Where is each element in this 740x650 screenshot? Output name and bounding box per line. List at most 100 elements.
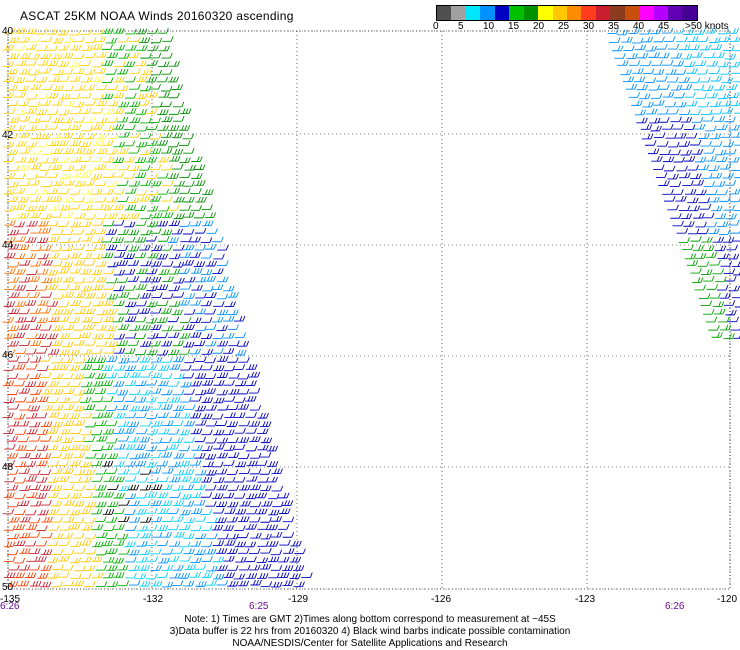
wind-barb	[30, 148, 42, 155]
wind-barb	[195, 581, 207, 587]
wind-barb	[215, 548, 228, 554]
wind-barb	[40, 36, 53, 42]
wind-barb	[692, 179, 704, 186]
wind-barb	[213, 380, 225, 386]
legend-swatch	[653, 6, 668, 20]
wind-barb	[705, 221, 718, 228]
wind-barb	[7, 403, 20, 410]
wind-barb	[651, 156, 663, 162]
wind-barb	[257, 476, 269, 483]
wind-barb	[48, 140, 60, 146]
wind-barb	[102, 572, 115, 579]
wind-barb	[69, 477, 82, 483]
wind-barb	[173, 405, 185, 411]
wind-barb	[129, 68, 141, 74]
wind-barb	[29, 212, 42, 219]
wind-barb	[14, 268, 26, 275]
wind-barb	[106, 548, 118, 554]
wind-barb	[125, 572, 137, 579]
wind-barb	[194, 180, 206, 186]
wind-barb	[37, 365, 49, 371]
wind-barb	[73, 500, 85, 507]
wind-barb	[675, 195, 687, 202]
wind-barb	[91, 460, 103, 467]
wind-barb	[658, 52, 670, 59]
wind-barb	[171, 580, 184, 586]
wind-barb	[234, 412, 246, 418]
wind-barb	[734, 306, 740, 308]
wind-barb	[91, 556, 103, 562]
wind-barb	[696, 68, 709, 75]
wind-barb	[201, 364, 213, 371]
wind-barb	[101, 204, 114, 211]
wind-barb	[57, 61, 70, 67]
wind-barb	[134, 252, 147, 259]
wind-barb	[85, 421, 97, 428]
wind-barb	[116, 533, 129, 540]
wind-barb	[91, 107, 104, 114]
wind-barb	[14, 91, 26, 98]
wind-barb	[169, 476, 181, 483]
wind-barb	[710, 141, 723, 147]
wind-barb	[39, 116, 52, 122]
wind-barb	[703, 275, 715, 282]
wind-barb	[720, 132, 732, 138]
wind-barb	[61, 357, 74, 364]
wind-barb	[183, 388, 195, 395]
wind-barb	[140, 229, 152, 236]
wind-barb	[81, 125, 93, 132]
wind-barb	[238, 453, 250, 460]
wind-barb	[169, 364, 181, 370]
wind-barb	[723, 333, 735, 339]
wind-barb	[246, 460, 258, 467]
wind-barb	[260, 421, 272, 427]
wind-barb	[715, 149, 727, 156]
wind-barb	[292, 565, 305, 571]
wind-barb	[136, 93, 148, 100]
wind-barb	[69, 29, 81, 36]
wind-barb	[128, 165, 140, 171]
wind-barb	[63, 404, 75, 410]
wind-barb	[213, 301, 225, 307]
wind-barb	[710, 108, 723, 115]
wind-barb	[46, 269, 59, 276]
wind-barb	[667, 204, 679, 211]
wind-barb	[118, 164, 130, 171]
legend-swatch	[595, 6, 611, 20]
wind-barb	[113, 141, 126, 148]
wind-barb	[217, 533, 229, 540]
wind-barb	[74, 292, 86, 298]
wind-barb	[688, 77, 701, 84]
wind-barb	[73, 484, 86, 491]
wind-barb	[277, 492, 290, 499]
wind-barb	[40, 499, 52, 506]
wind-barb	[146, 205, 159, 212]
wind-barb	[171, 148, 184, 155]
wind-barb	[52, 180, 64, 187]
wind-barb	[3, 541, 16, 548]
wind-barb	[652, 69, 665, 75]
wind-barb	[62, 196, 75, 203]
legend-swatch	[682, 6, 697, 20]
wind-barb	[270, 549, 283, 556]
wind-barb	[202, 189, 214, 195]
wind-barb	[150, 307, 162, 314]
wind-barb	[140, 52, 152, 59]
wind-barb	[51, 340, 63, 347]
wind-barb	[719, 293, 731, 299]
wind-barb	[62, 52, 74, 59]
wind-barb	[134, 205, 147, 211]
wind-barb	[4, 108, 16, 114]
wind-barb	[127, 197, 140, 204]
wind-barb	[70, 428, 82, 434]
wind-barb	[200, 300, 213, 307]
wind-barb	[650, 93, 663, 99]
wind-barb	[39, 469, 52, 475]
legend-label: 20	[533, 21, 545, 32]
wind-barb	[183, 293, 196, 299]
wind-barb	[204, 212, 217, 218]
wind-barb	[61, 68, 74, 75]
wind-barb	[234, 428, 246, 434]
wind-barb	[117, 580, 130, 587]
